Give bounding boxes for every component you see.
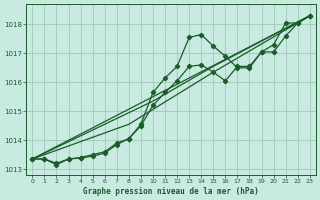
X-axis label: Graphe pression niveau de la mer (hPa): Graphe pression niveau de la mer (hPa) — [83, 187, 259, 196]
